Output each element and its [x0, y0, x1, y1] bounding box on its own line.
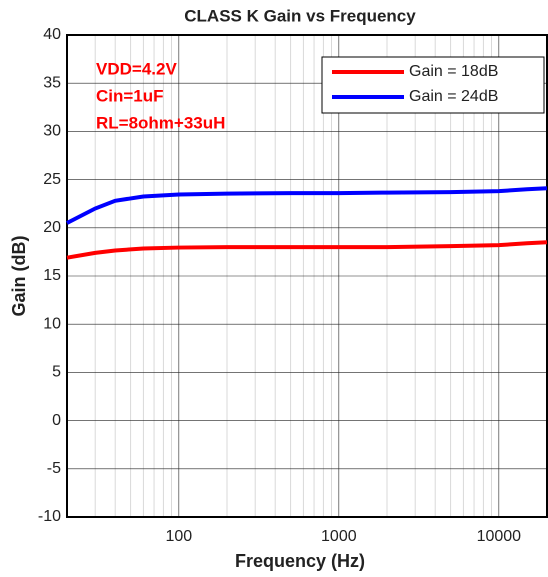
legend-box	[321, 56, 545, 114]
annotation: RL=8ohm+33uH	[96, 113, 225, 132]
annotation: Cin=1uF	[96, 86, 164, 105]
x-tick-label: 10000	[477, 528, 522, 545]
line-series	[66, 186, 548, 225]
line-series	[66, 240, 548, 260]
y-tick-label: -5	[47, 460, 61, 477]
y-tick-label: 5	[52, 364, 61, 381]
y-tick-label: 20	[43, 219, 61, 236]
annotation: VDD=4.2V	[96, 59, 177, 78]
y-tick-label: 15	[43, 267, 61, 284]
y-tick-label: 10	[43, 315, 61, 332]
x-axis-label: Frequency (Hz)	[235, 551, 365, 571]
chart-title: CLASS K Gain vs Frequency	[184, 6, 416, 25]
x-tick-label: 1000	[321, 528, 357, 545]
y-tick-label: 30	[43, 123, 61, 140]
y-tick-label: -10	[38, 508, 61, 525]
y-tick-label: 0	[52, 412, 61, 429]
legend-label: Gain = 18dB	[409, 63, 498, 80]
y-axis-label: Gain (dB)	[9, 236, 29, 317]
y-tick-label: 25	[43, 171, 61, 188]
y-tick-label: 40	[43, 26, 61, 43]
x-tick-label: 100	[165, 528, 192, 545]
plot-frame	[66, 34, 548, 518]
legend-label: Gain = 24dB	[409, 88, 498, 105]
y-tick-label: 35	[43, 74, 61, 91]
